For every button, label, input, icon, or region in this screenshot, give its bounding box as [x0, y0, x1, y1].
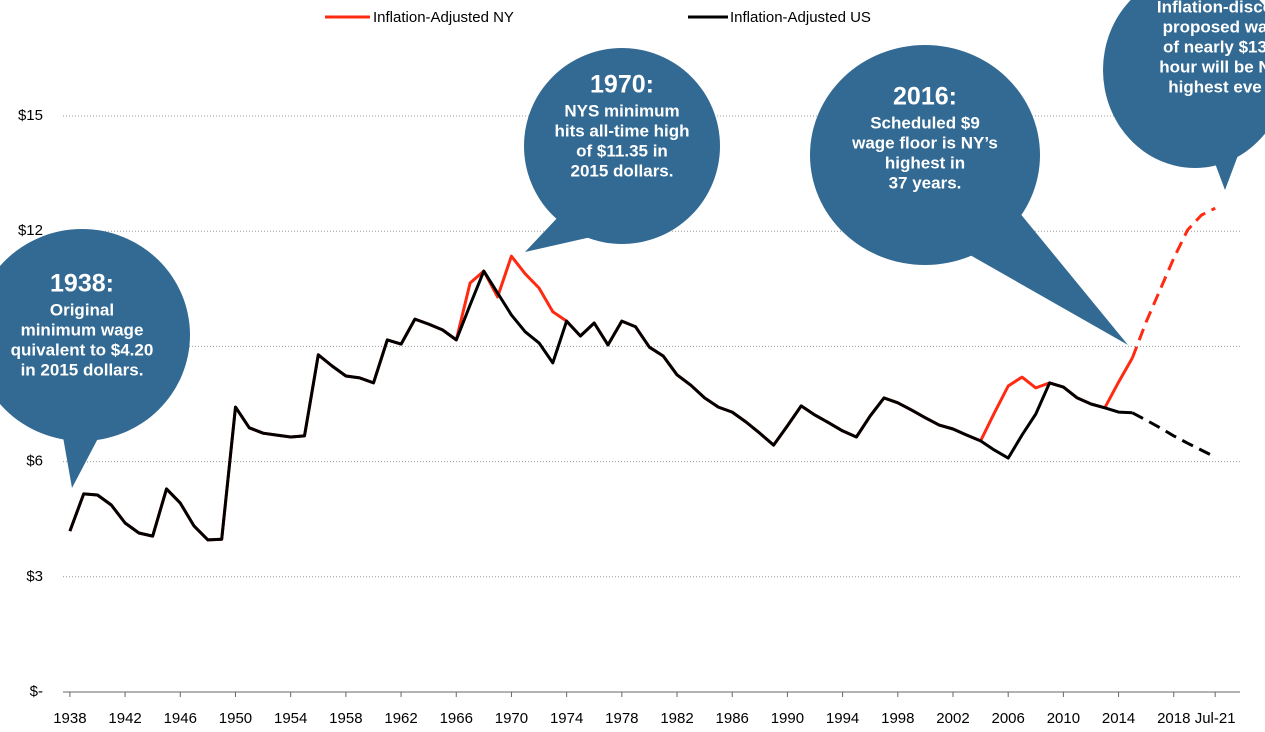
- callout-text: 2015 dollars.: [570, 161, 673, 180]
- callout-title: 2016:: [893, 83, 957, 111]
- x-tick-label: 1950: [219, 710, 252, 727]
- x-tick-label: 2002: [936, 710, 969, 727]
- x-tick-label: 1986: [716, 710, 749, 727]
- y-tick-label: $6: [26, 453, 43, 470]
- callout-title: 1970:: [590, 71, 654, 99]
- x-tick-label: 2006: [992, 710, 1025, 727]
- series-line: [68, 254, 1134, 542]
- callout-text: highest eve: [1168, 77, 1262, 96]
- x-tick-label: 1974: [550, 710, 583, 727]
- callout-bubble: [810, 45, 1040, 265]
- x-tick-label: 1978: [605, 710, 638, 727]
- callout-text: proposed wa: [1163, 17, 1265, 36]
- callout-bubble: [0, 229, 190, 441]
- callout-text: hour will be N: [1159, 57, 1265, 76]
- x-tick-label: 1966: [440, 710, 473, 727]
- callout-title: 1938:: [50, 270, 114, 298]
- legend-label: Inflation-Adjusted NY: [373, 9, 514, 26]
- callout-text: 37 years.: [889, 173, 962, 192]
- callout-bubble: [524, 48, 720, 244]
- x-tick-label: 1938: [53, 710, 86, 727]
- callout-text: wage floor is NY’s: [851, 133, 998, 152]
- callout-tail: [525, 215, 600, 252]
- x-tick-label: 2014: [1102, 710, 1135, 727]
- callout-tail: [970, 195, 1128, 345]
- callout-text: Inflation-disco: [1157, 0, 1265, 16]
- callout-text: in 2015 dollars.: [21, 360, 144, 379]
- legend-label: Inflation-Adjusted US: [730, 9, 871, 26]
- callout-tail: [1210, 150, 1240, 190]
- x-tick-label: 2010: [1047, 710, 1080, 727]
- callout-bubble: [1103, 0, 1265, 168]
- callout-text: quivalent to $4.20: [11, 340, 154, 359]
- x-tick-label: 1998: [881, 710, 914, 727]
- x-tick-label: 1954: [274, 710, 307, 727]
- x-tick-label: Jul-21: [1195, 710, 1236, 727]
- series-line: [1130, 206, 1216, 359]
- callout-text: minimum wage: [21, 320, 144, 339]
- y-tick-label: $-: [30, 683, 43, 700]
- callout-text: Original: [50, 300, 114, 319]
- series-line: [1131, 411, 1216, 459]
- x-tick-label: 2018: [1157, 710, 1190, 727]
- x-tick-label: 1942: [108, 710, 141, 727]
- x-tick-label: 1962: [384, 710, 417, 727]
- callout-tail: [60, 420, 105, 488]
- callout-text: highest in: [885, 153, 965, 172]
- callout-text: of $11.35 in: [576, 141, 668, 160]
- x-tick-label: 1994: [826, 710, 859, 727]
- x-tick-label: 1970: [495, 710, 528, 727]
- x-tick-label: 1982: [660, 710, 693, 727]
- callout-text: hits all-time high: [554, 121, 689, 140]
- x-tick-label: 1990: [771, 710, 804, 727]
- y-tick-label: $15: [18, 107, 43, 124]
- callout-text: Scheduled $9: [870, 113, 980, 132]
- x-tick-label: 1946: [164, 710, 197, 727]
- series-line: [68, 269, 1133, 542]
- callout-text: of nearly $13: [1163, 37, 1265, 56]
- y-tick-label: $3: [26, 568, 43, 585]
- x-tick-label: 1958: [329, 710, 362, 727]
- y-tick-label: $12: [18, 222, 43, 239]
- callout-text: NYS minimum: [564, 101, 679, 120]
